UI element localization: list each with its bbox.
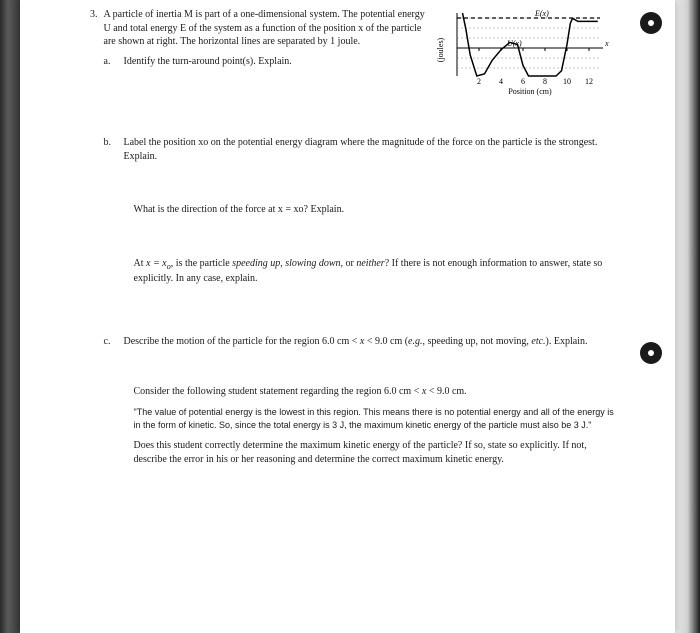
e-label: E(x) xyxy=(534,9,549,18)
part-b-text: Label the position xo on the potential e… xyxy=(124,136,616,163)
svg-text:2: 2 xyxy=(477,77,481,86)
binding-shadow-left xyxy=(0,0,20,633)
xticks-group: 2 4 6 8 10 12 xyxy=(477,48,593,86)
document-page: 3. A particle of inertia M is part of a … xyxy=(20,0,675,633)
part-c-sub1: Consider the following student statement… xyxy=(134,385,616,467)
b-sub2-text: At x = xo, is the particle speeding up, … xyxy=(134,258,603,284)
nav-button-mid[interactable] xyxy=(640,342,662,364)
part-c: c. Describe the motion of the particle f… xyxy=(104,335,616,349)
circle-icon xyxy=(645,17,657,29)
y-axis-label: (joules) xyxy=(436,37,445,62)
part-a-text: Identify the turn-around point(s). Expla… xyxy=(124,55,428,69)
question-intro: A particle of inertia M is part of a one… xyxy=(104,8,436,68)
u-label: U(x) xyxy=(507,39,522,48)
part-b-letter: b. xyxy=(104,136,118,163)
energy-graph: (joules) E(x) xyxy=(435,8,615,98)
student-quote: "The value of potential energy is the lo… xyxy=(134,406,616,431)
svg-text:4: 4 xyxy=(499,77,503,86)
part-b-main: Label the position xo on the potential e… xyxy=(124,137,598,162)
svg-text:12: 12 xyxy=(585,77,593,86)
svg-text:6: 6 xyxy=(521,77,525,86)
nav-button-top[interactable] xyxy=(640,12,662,34)
part-b-sub2: At x = xo, is the particle speeding up, … xyxy=(134,257,616,286)
x-label: x xyxy=(604,39,609,48)
part-c-main: Describe the motion of the particle for … xyxy=(124,336,588,347)
part-a: a. Identify the turn-around point(s). Ex… xyxy=(104,55,428,69)
c-sub1-text: Consider the following student statement… xyxy=(134,386,467,397)
svg-text:8: 8 xyxy=(543,77,547,86)
binding-shadow-right xyxy=(675,0,700,633)
intro-text: A particle of inertia M is part of a one… xyxy=(104,9,425,47)
part-c-letter: c. xyxy=(104,335,118,349)
part-a-letter: a. xyxy=(104,55,118,69)
circle-icon xyxy=(645,347,657,359)
question-block: 3. A particle of inertia M is part of a … xyxy=(90,8,615,466)
c-sub2-text: Does this student correctly determine th… xyxy=(134,440,587,465)
svg-text:10: 10 xyxy=(563,77,571,86)
part-c-text: Describe the motion of the particle for … xyxy=(124,335,616,349)
question-body: A particle of inertia M is part of a one… xyxy=(104,8,616,466)
graph-svg: (joules) E(x) xyxy=(435,8,615,98)
part-b: b. Label the position xo on the potentia… xyxy=(104,136,616,163)
part-b-sub1: What is the direction of the force at x … xyxy=(134,203,616,217)
page-content: 3. A particle of inertia M is part of a … xyxy=(20,0,675,478)
intro-row: A particle of inertia M is part of a one… xyxy=(104,8,616,98)
u-curve xyxy=(463,13,598,76)
question-number: 3. xyxy=(90,8,98,466)
x-axis-label: Position (cm) xyxy=(508,87,552,96)
